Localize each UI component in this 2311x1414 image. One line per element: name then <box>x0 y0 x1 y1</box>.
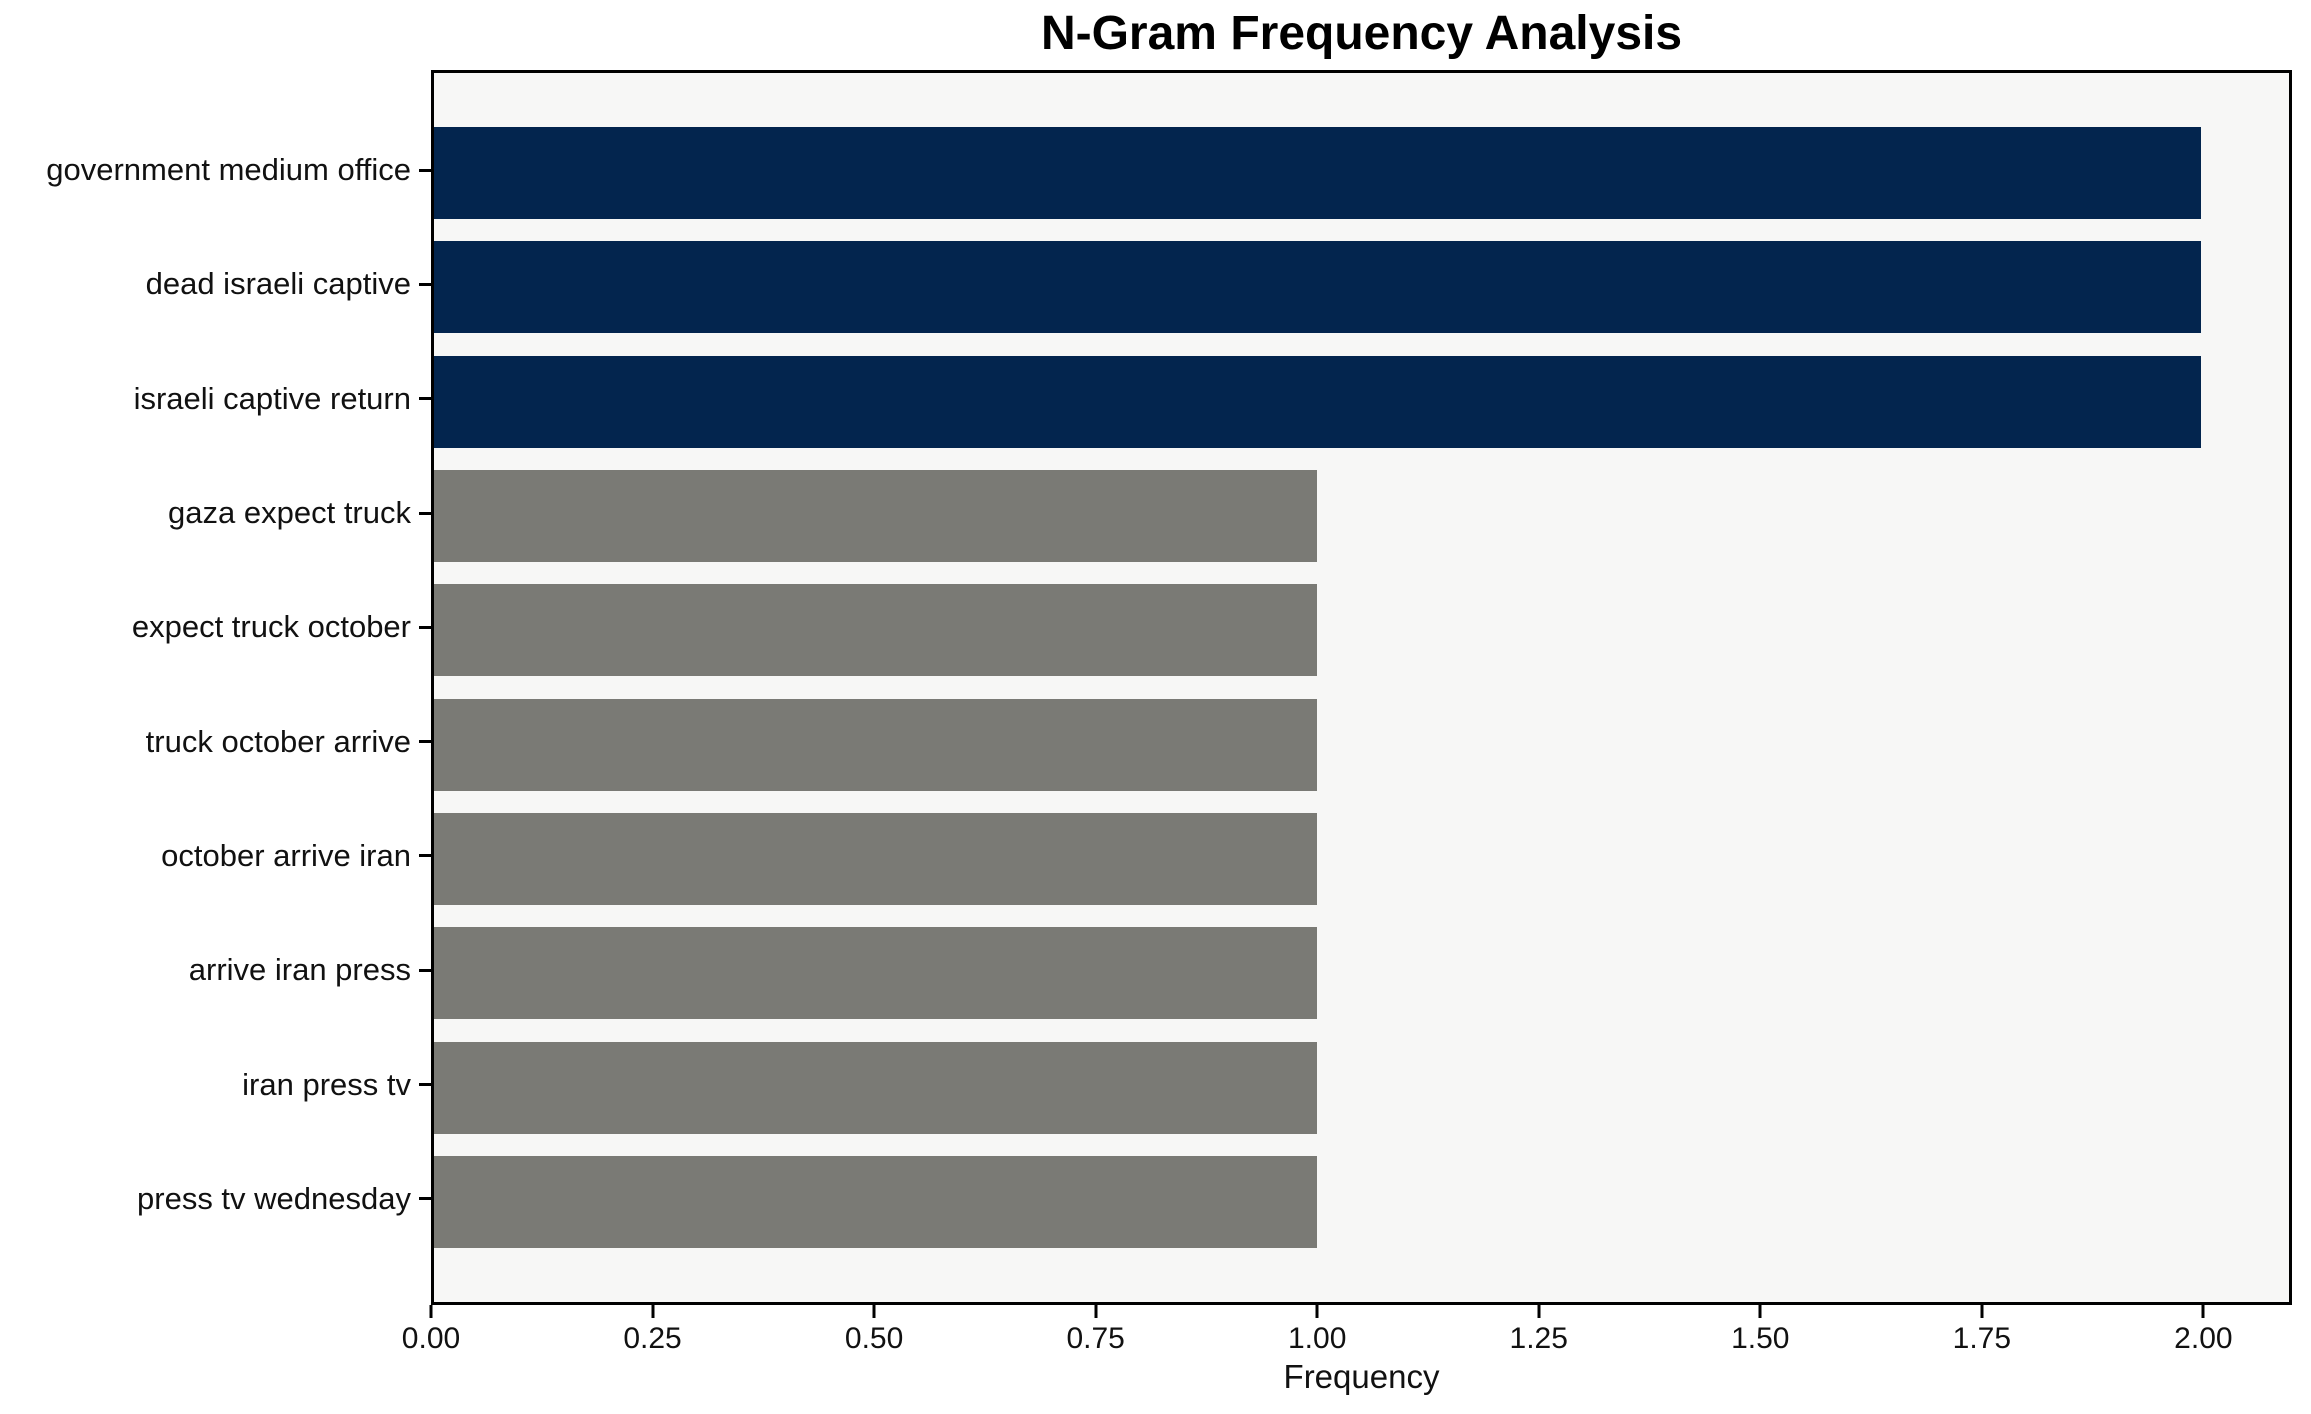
chart-title: N-Gram Frequency Analysis <box>1040 7 1683 60</box>
bar <box>434 470 1318 563</box>
y-tick-row: israeli captive return <box>0 342 431 456</box>
bar-row <box>434 1145 2289 1259</box>
x-tick-label: 2.00 <box>2174 1322 2233 1355</box>
y-tick-row: government medium office <box>0 113 431 227</box>
bar-row <box>434 230 2289 344</box>
y-tick-label: expect truck october <box>131 609 411 645</box>
y-tick-mark <box>419 397 431 401</box>
bar <box>434 927 1318 1020</box>
plot-area <box>431 70 2292 1305</box>
bar <box>434 584 1318 677</box>
bar <box>434 812 1318 905</box>
bar-row <box>434 573 2289 687</box>
y-axis-tick-labels: government medium office dead israeli cap… <box>0 70 431 1305</box>
bar-row <box>434 916 2289 1030</box>
bar <box>434 127 2201 220</box>
bar-row <box>434 802 2289 916</box>
x-tick-mark <box>1537 1305 1541 1318</box>
y-tick-label: gaza expect truck <box>168 495 411 531</box>
y-tick-label: truck october arrive <box>145 723 411 759</box>
y-tick-mark <box>419 740 431 744</box>
bar-row <box>434 459 2289 573</box>
y-tick-label: press tv wednesday <box>137 1180 411 1216</box>
x-tick-label: 0.25 <box>623 1322 682 1355</box>
x-tick-label: 1.50 <box>1731 1322 1790 1355</box>
x-tick-label: 0.50 <box>844 1322 904 1355</box>
bars-container <box>434 73 2289 1302</box>
x-tick-label: 1.00 <box>1287 1322 1347 1355</box>
bar <box>434 355 2201 448</box>
x-axis-label: Frequency <box>1283 1358 1440 1395</box>
x-tick-label: 0.00 <box>401 1322 461 1355</box>
x-tick-mark <box>872 1305 876 1318</box>
x-tick-mark <box>1094 1305 1098 1318</box>
bar-row <box>434 345 2289 459</box>
x-tick-label: 1.75 <box>1952 1322 2012 1355</box>
y-tick-row: press tv wednesday <box>0 1142 431 1256</box>
y-tick-row: iran press tv <box>0 1027 431 1141</box>
y-tick-mark <box>419 282 431 286</box>
y-tick-label: arrive iran press <box>188 952 411 988</box>
y-tick-label: dead israeli captive <box>145 266 411 302</box>
x-tick-label: 0.75 <box>1066 1322 1125 1355</box>
bar <box>434 1155 1318 1248</box>
x-tick-mark <box>1315 1305 1319 1318</box>
x-tick-mark <box>429 1305 433 1318</box>
y-tick-row: arrive iran press <box>0 913 431 1027</box>
y-tick-mark <box>419 1197 431 1201</box>
y-tick-mark <box>419 968 431 972</box>
x-tick-mark <box>1758 1305 1762 1318</box>
y-tick-mark <box>419 168 431 172</box>
bar <box>434 241 2201 334</box>
bar <box>434 698 1318 791</box>
y-tick-row: october arrive iran <box>0 799 431 913</box>
x-tick-mark <box>1980 1305 1984 1318</box>
bar <box>434 1041 1318 1134</box>
y-tick-mark <box>419 625 431 629</box>
x-tick-mark <box>651 1305 655 1318</box>
y-tick-mark <box>419 854 431 858</box>
y-tick-mark <box>419 1083 431 1087</box>
y-tick-row: dead israeli captive <box>0 227 431 341</box>
y-tick-label: october arrive iran <box>161 837 411 873</box>
x-tick-mark <box>2201 1305 2205 1318</box>
y-tick-row: truck october arrive <box>0 684 431 798</box>
y-tick-mark <box>419 511 431 515</box>
y-tick-row: gaza expect truck <box>0 456 431 570</box>
x-tick-label: 1.25 <box>1509 1322 1568 1355</box>
y-tick-label: government medium office <box>46 152 411 188</box>
x-axis-ticks: 0.00 0.25 0.50 0.75 1.00 1.25 1.50 1.75 2.00 <box>402 1305 2292 1365</box>
y-tick-row: expect truck october <box>0 570 431 684</box>
bar-row <box>434 116 2289 230</box>
y-tick-label: iran press tv <box>242 1066 411 1102</box>
bar-row <box>434 687 2289 801</box>
y-tick-label: israeli captive return <box>133 380 411 416</box>
bar-row <box>434 1030 2289 1144</box>
